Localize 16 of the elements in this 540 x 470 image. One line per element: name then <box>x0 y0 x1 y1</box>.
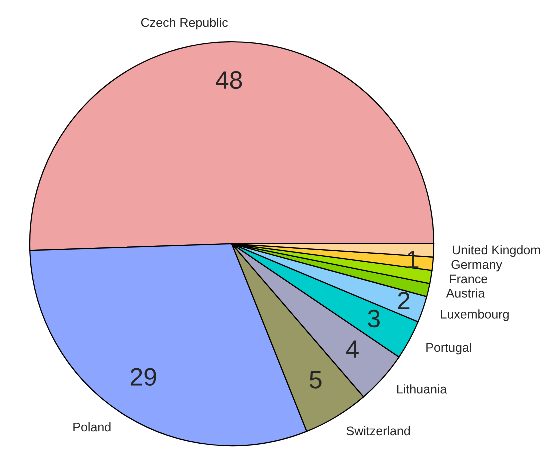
data-label: 2 <box>398 292 410 310</box>
slice-label: Switzerland <box>346 426 410 436</box>
slice-label: United Kingdom <box>453 245 540 258</box>
slice-label: Lithuania <box>397 384 448 394</box>
slice-label: Poland <box>74 422 111 432</box>
slice-label: Germany <box>452 260 502 272</box>
slice-label: Luxembourg <box>441 310 509 322</box>
slice-label: Czech Republic <box>141 18 228 30</box>
data-label: 3 <box>368 310 380 328</box>
slice-label: France <box>450 274 488 284</box>
data-label: 48 <box>216 71 242 90</box>
slice-label: Portugal <box>426 342 472 355</box>
data-label: 4 <box>346 340 359 358</box>
slice-label: Austria <box>446 288 486 298</box>
data-label: 5 <box>310 371 322 389</box>
data-label: 29 <box>130 368 156 386</box>
